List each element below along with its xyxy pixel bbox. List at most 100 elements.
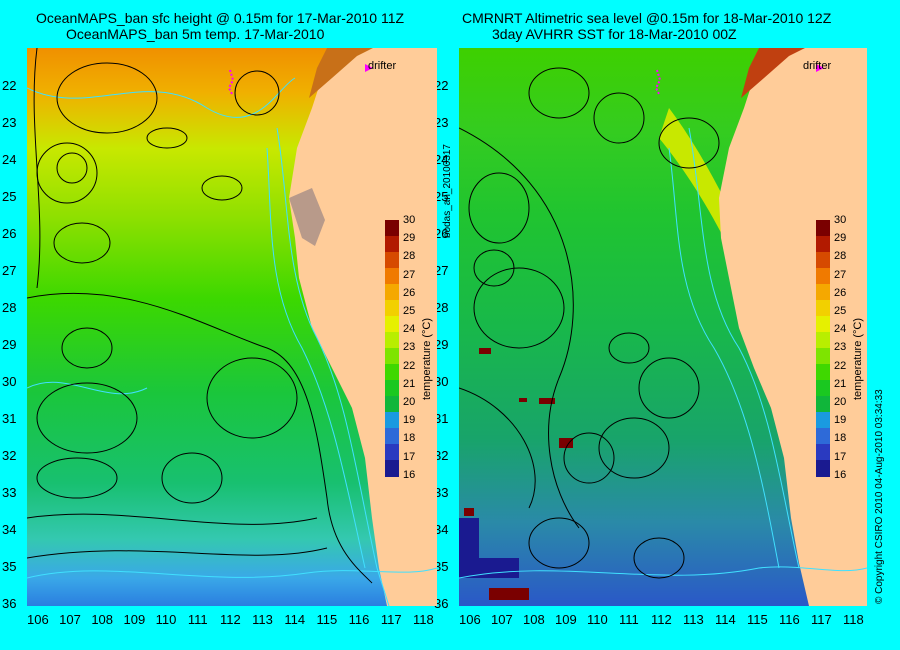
latitude-tick: 26 <box>434 226 449 241</box>
right-latitude-axis: 22 23 24 25 26 27 28 29 30 31 32 33 34 35 36 <box>432 48 458 611</box>
longitude-tick: 115 <box>316 612 338 627</box>
colorbar-swatch <box>385 412 399 429</box>
longitude-tick: 110 <box>587 612 608 627</box>
colorbar-swatch <box>385 444 399 461</box>
colorbar-tick-label: 18 <box>834 432 847 445</box>
latitude-tick: 34 <box>434 522 449 537</box>
right-longitude-axis: 106 107 108 109 110 111 112 113 114 115 116 117 118 <box>459 612 867 632</box>
colorbar-swatch <box>816 300 830 317</box>
colorbar-tick-label: 30 <box>403 214 416 226</box>
colorbar-swatch <box>385 316 399 333</box>
colorbar-tick-label: 18 <box>403 432 416 445</box>
colorbar-swatch <box>816 220 830 237</box>
colorbar-swatch <box>816 412 830 429</box>
longitude-tick: 106 <box>27 612 49 627</box>
colorbar-tick-label: 26 <box>403 286 416 299</box>
longitude-tick: 108 <box>91 612 114 627</box>
colorbar-swatch <box>816 444 830 461</box>
latitude-tick: 31 <box>434 411 449 426</box>
colorbar-caption: temperature (°C) <box>421 317 433 400</box>
colorbar-tick-label: 21 <box>834 377 847 390</box>
right-colorbar: 30 29 28 27 26 25 24 23 22 21 20 19 18 17 16 temperatur… <box>816 214 866 494</box>
colorbar-tick-label: 21 <box>403 377 416 390</box>
copyright-label: © Copyright CSIRO 2010 04-Aug-2010 03:34… <box>874 389 885 604</box>
latitude-tick: 35 <box>434 559 449 574</box>
longitude-tick: 111 <box>187 612 208 627</box>
longitude-tick: 115 <box>747 612 768 627</box>
latitude-tick: 22 <box>434 78 449 93</box>
latitude-tick: 25 <box>2 189 17 204</box>
longitude-tick: 116 <box>348 612 370 627</box>
colorbar-tick-label: 23 <box>403 341 416 354</box>
colorbar-tick-label: 16 <box>403 468 416 481</box>
longitude-tick: 107 <box>491 612 513 627</box>
longitude-tick: 110 <box>155 612 177 627</box>
left-map-graphic <box>27 48 437 606</box>
right-title-line1: CMRNRT Altimetric sea level @0.15m for 1… <box>462 10 832 26</box>
colorbar-tick-label: 28 <box>403 250 416 263</box>
longitude-tick: 117 <box>380 612 402 627</box>
colorbar-tick-label: 20 <box>834 396 847 408</box>
colorbar-swatch <box>385 252 399 269</box>
latitude-tick: 36 <box>434 596 449 611</box>
longitude-tick: 111 <box>619 612 639 627</box>
colorbar-swatch <box>816 428 830 445</box>
longitude-tick: 113 <box>683 612 704 627</box>
longitude-tick: 108 <box>523 612 545 627</box>
colorbar-swatch <box>816 284 830 301</box>
colorbar-tick-label: 17 <box>403 450 416 463</box>
right-map-panel <box>459 48 867 606</box>
longitude-tick: 118 <box>413 612 434 627</box>
latitude-tick: 32 <box>2 448 17 463</box>
colorbar-tick-label: 24 <box>403 323 416 336</box>
colorbar-tick-label: 26 <box>834 286 847 299</box>
longitude-tick: 112 <box>220 612 241 627</box>
latitude-tick: 28 <box>2 300 17 315</box>
colorbar-tick-label: 25 <box>403 305 416 317</box>
longitude-tick: 118 <box>843 612 864 627</box>
left-drifter-label: drifter <box>368 60 397 72</box>
longitude-tick: 114 <box>715 612 736 627</box>
left-longitude-axis: 106 107 108 109 110 111 112 113 114 115 116 117 118 <box>27 612 437 632</box>
colorbar-swatch <box>816 396 830 413</box>
run-id-label: bodas_an_20100317 <box>442 144 453 238</box>
latitude-tick: 28 <box>434 300 449 315</box>
colorbar-tick-label: 19 <box>834 414 847 427</box>
latitude-tick: 27 <box>2 263 17 278</box>
colorbar-swatch <box>816 316 830 333</box>
colorbar-swatch <box>816 348 830 365</box>
right-drifter-label: drifter <box>803 60 832 72</box>
colorbar-swatch <box>816 380 830 397</box>
latitude-tick: 31 <box>2 411 17 426</box>
colorbar-swatch <box>385 348 399 365</box>
colorbar-tick-label: 29 <box>834 232 847 245</box>
colorbar-tick-label: 22 <box>403 359 416 372</box>
latitude-tick: 34 <box>2 522 17 537</box>
longitude-tick: 114 <box>284 612 306 627</box>
latitude-tick: 26 <box>2 226 17 241</box>
latitude-tick: 35 <box>2 559 17 574</box>
colorbar-swatch <box>385 300 399 317</box>
latitude-tick: 32 <box>434 448 449 463</box>
latitude-tick: 33 <box>434 485 449 500</box>
left-latitude-axis: 22 23 24 25 26 27 28 29 30 31 32 33 34 35 36 <box>0 48 26 611</box>
latitude-tick: 24 <box>2 152 17 167</box>
colorbar-swatch <box>385 380 399 397</box>
longitude-tick: 113 <box>252 612 273 627</box>
colorbar-tick-label: 23 <box>834 341 847 354</box>
left-map-panel <box>27 48 437 606</box>
colorbar-tick-label: 28 <box>834 250 847 263</box>
longitude-tick: 106 <box>459 612 481 627</box>
latitude-tick: 23 <box>434 115 449 130</box>
left-title-line1: OceanMAPS_ban sfc height @ 0.15m for 17-… <box>36 10 405 26</box>
latitude-tick: 23 <box>2 115 17 130</box>
colorbar-swatch <box>816 332 830 349</box>
colorbar-swatch <box>385 460 399 477</box>
latitude-tick: 27 <box>434 263 449 278</box>
colorbar-swatch <box>816 364 830 381</box>
colorbar-swatch <box>816 268 830 285</box>
colorbar-swatch <box>385 428 399 445</box>
colorbar-tick-label: 29 <box>403 232 416 245</box>
colorbar-tick-label: 27 <box>834 268 847 281</box>
longitude-tick: 109 <box>123 612 146 627</box>
